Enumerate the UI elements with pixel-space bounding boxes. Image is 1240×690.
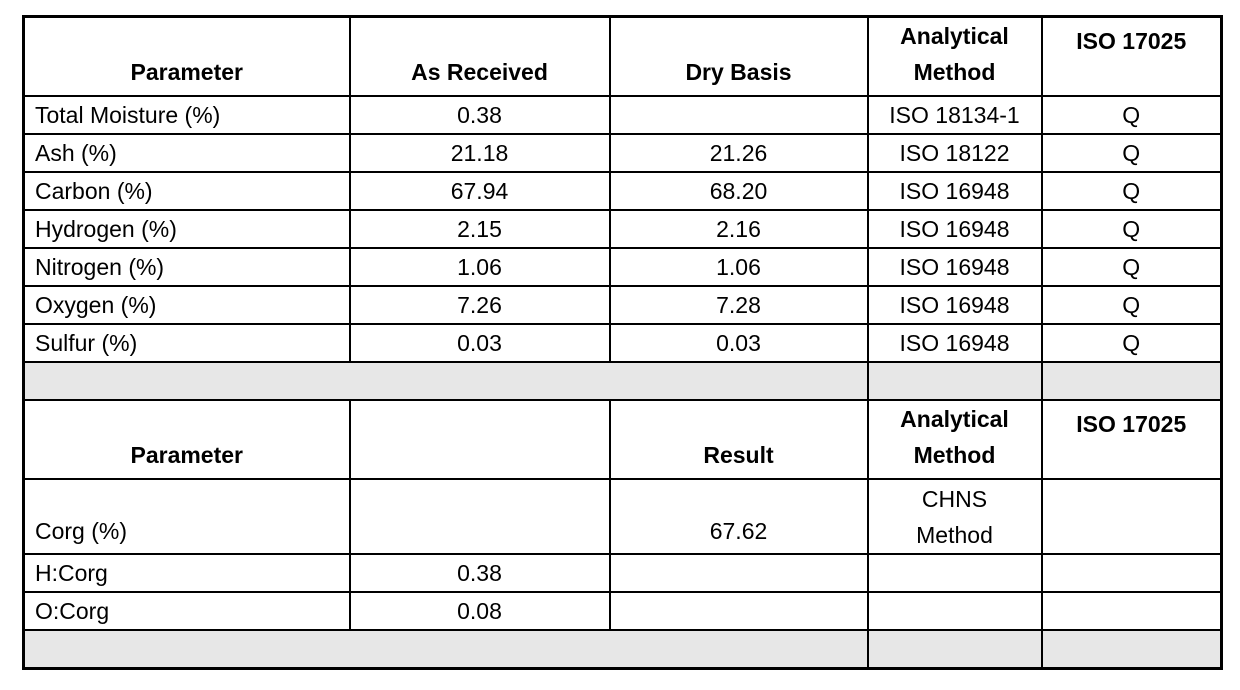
cell-parameter: Total Moisture (%) bbox=[22, 95, 351, 135]
cell-empty bbox=[348, 478, 611, 555]
cell-iso: Q bbox=[1040, 209, 1223, 249]
cell-iso bbox=[1040, 553, 1223, 593]
header-iso-17025: ISO 17025 bbox=[1040, 15, 1223, 97]
row-ash: Ash (%) 21.18 21.26 ISO 18122 Q bbox=[22, 133, 1223, 173]
cell-as-received: 21.18 bbox=[348, 133, 611, 173]
cell-as-received: 1.06 bbox=[348, 247, 611, 287]
cell-dry-basis: 1.06 bbox=[608, 247, 869, 287]
cell-parameter: Corg (%) bbox=[22, 478, 351, 555]
row-corg: Corg (%) 67.62 CHNS Method bbox=[22, 478, 1223, 555]
cell-parameter: Hydrogen (%) bbox=[22, 209, 351, 249]
row-carbon: Carbon (%) 67.94 68.20 ISO 16948 Q bbox=[22, 171, 1223, 211]
cell-iso: Q bbox=[1040, 323, 1223, 363]
header-parameter: Parameter bbox=[22, 399, 351, 480]
cell-dry-basis: 0.03 bbox=[608, 323, 869, 363]
cell-dry-basis: 21.26 bbox=[608, 133, 869, 173]
cell-method: ISO 16948 bbox=[866, 209, 1043, 249]
cell-method: ISO 18122 bbox=[866, 133, 1043, 173]
cell-dry-basis: 68.20 bbox=[608, 171, 869, 211]
cell-parameter: H:Corg bbox=[22, 553, 351, 593]
cell-dry-basis: 7.28 bbox=[608, 285, 869, 325]
cell-parameter: Carbon (%) bbox=[22, 171, 351, 211]
cell-method: ISO 16948 bbox=[866, 285, 1043, 325]
cell-dry-basis: 2.16 bbox=[608, 209, 869, 249]
cell-as-received: 0.38 bbox=[348, 95, 611, 135]
row-h-corg: H:Corg 0.38 bbox=[22, 553, 1223, 593]
cell-iso: Q bbox=[1040, 133, 1223, 173]
separator-row bbox=[22, 361, 1223, 401]
cell-iso: Q bbox=[1040, 95, 1223, 135]
separator-cell-iso bbox=[1040, 629, 1223, 669]
cell-method: ISO 16948 bbox=[866, 323, 1043, 363]
cell-method: ISO 18134-1 bbox=[866, 95, 1043, 135]
cell-parameter: Sulfur (%) bbox=[22, 323, 351, 363]
cell-parameter: Ash (%) bbox=[22, 133, 351, 173]
cell-as-received: 67.94 bbox=[348, 171, 611, 211]
cell-iso: Q bbox=[1040, 285, 1223, 325]
header-analytical-method: Analytical Method bbox=[866, 399, 1043, 480]
separator-cell-method bbox=[866, 629, 1043, 669]
header-analytical-method: Analytical Method bbox=[866, 15, 1043, 97]
footer-separator-row bbox=[22, 629, 1223, 669]
cell-method bbox=[866, 591, 1043, 631]
cell-iso bbox=[1040, 591, 1223, 631]
separator-cell-method bbox=[866, 361, 1043, 401]
cell-iso bbox=[1040, 478, 1223, 555]
header-as-received: As Received bbox=[348, 15, 611, 97]
cell-result bbox=[608, 591, 869, 631]
cell-method bbox=[866, 553, 1043, 593]
row-oxygen: Oxygen (%) 7.26 7.28 ISO 16948 Q bbox=[22, 285, 1223, 325]
cell-value: 0.08 bbox=[348, 591, 611, 631]
cell-method: ISO 16948 bbox=[866, 171, 1043, 211]
cell-dry-basis bbox=[608, 95, 869, 135]
cell-as-received: 2.15 bbox=[348, 209, 611, 249]
header-result: Result bbox=[608, 399, 869, 480]
lab-results-table: Parameter As Received Dry Basis Analytic… bbox=[22, 15, 1223, 670]
cell-parameter: Nitrogen (%) bbox=[22, 247, 351, 287]
cell-as-received: 7.26 bbox=[348, 285, 611, 325]
row-o-corg: O:Corg 0.08 bbox=[22, 591, 1223, 631]
cell-parameter: Oxygen (%) bbox=[22, 285, 351, 325]
header-iso-17025: ISO 17025 bbox=[1040, 399, 1223, 480]
cell-parameter: O:Corg bbox=[22, 591, 351, 631]
header-parameter: Parameter bbox=[22, 15, 351, 97]
row-hydrogen: Hydrogen (%) 2.15 2.16 ISO 16948 Q bbox=[22, 209, 1223, 249]
proximate-header-row: Parameter As Received Dry Basis Analytic… bbox=[22, 15, 1223, 97]
cell-method: ISO 16948 bbox=[866, 247, 1043, 287]
cell-result bbox=[608, 553, 869, 593]
cell-method: CHNS Method bbox=[866, 478, 1043, 555]
cell-iso: Q bbox=[1040, 247, 1223, 287]
row-sulfur: Sulfur (%) 0.03 0.03 ISO 16948 Q bbox=[22, 323, 1223, 363]
separator-cell-iso bbox=[1040, 361, 1223, 401]
corg-header-row: Parameter Result Analytical Method ISO 1… bbox=[22, 399, 1223, 480]
cell-iso: Q bbox=[1040, 171, 1223, 211]
cell-value: 0.38 bbox=[348, 553, 611, 593]
header-empty bbox=[348, 399, 611, 480]
row-nitrogen: Nitrogen (%) 1.06 1.06 ISO 16948 Q bbox=[22, 247, 1223, 287]
cell-as-received: 0.03 bbox=[348, 323, 611, 363]
separator-cell-merged bbox=[22, 361, 869, 401]
cell-result: 67.62 bbox=[608, 478, 869, 555]
separator-cell-merged bbox=[22, 629, 869, 669]
header-dry-basis: Dry Basis bbox=[608, 15, 869, 97]
row-total-moisture: Total Moisture (%) 0.38 ISO 18134-1 Q bbox=[22, 95, 1223, 135]
